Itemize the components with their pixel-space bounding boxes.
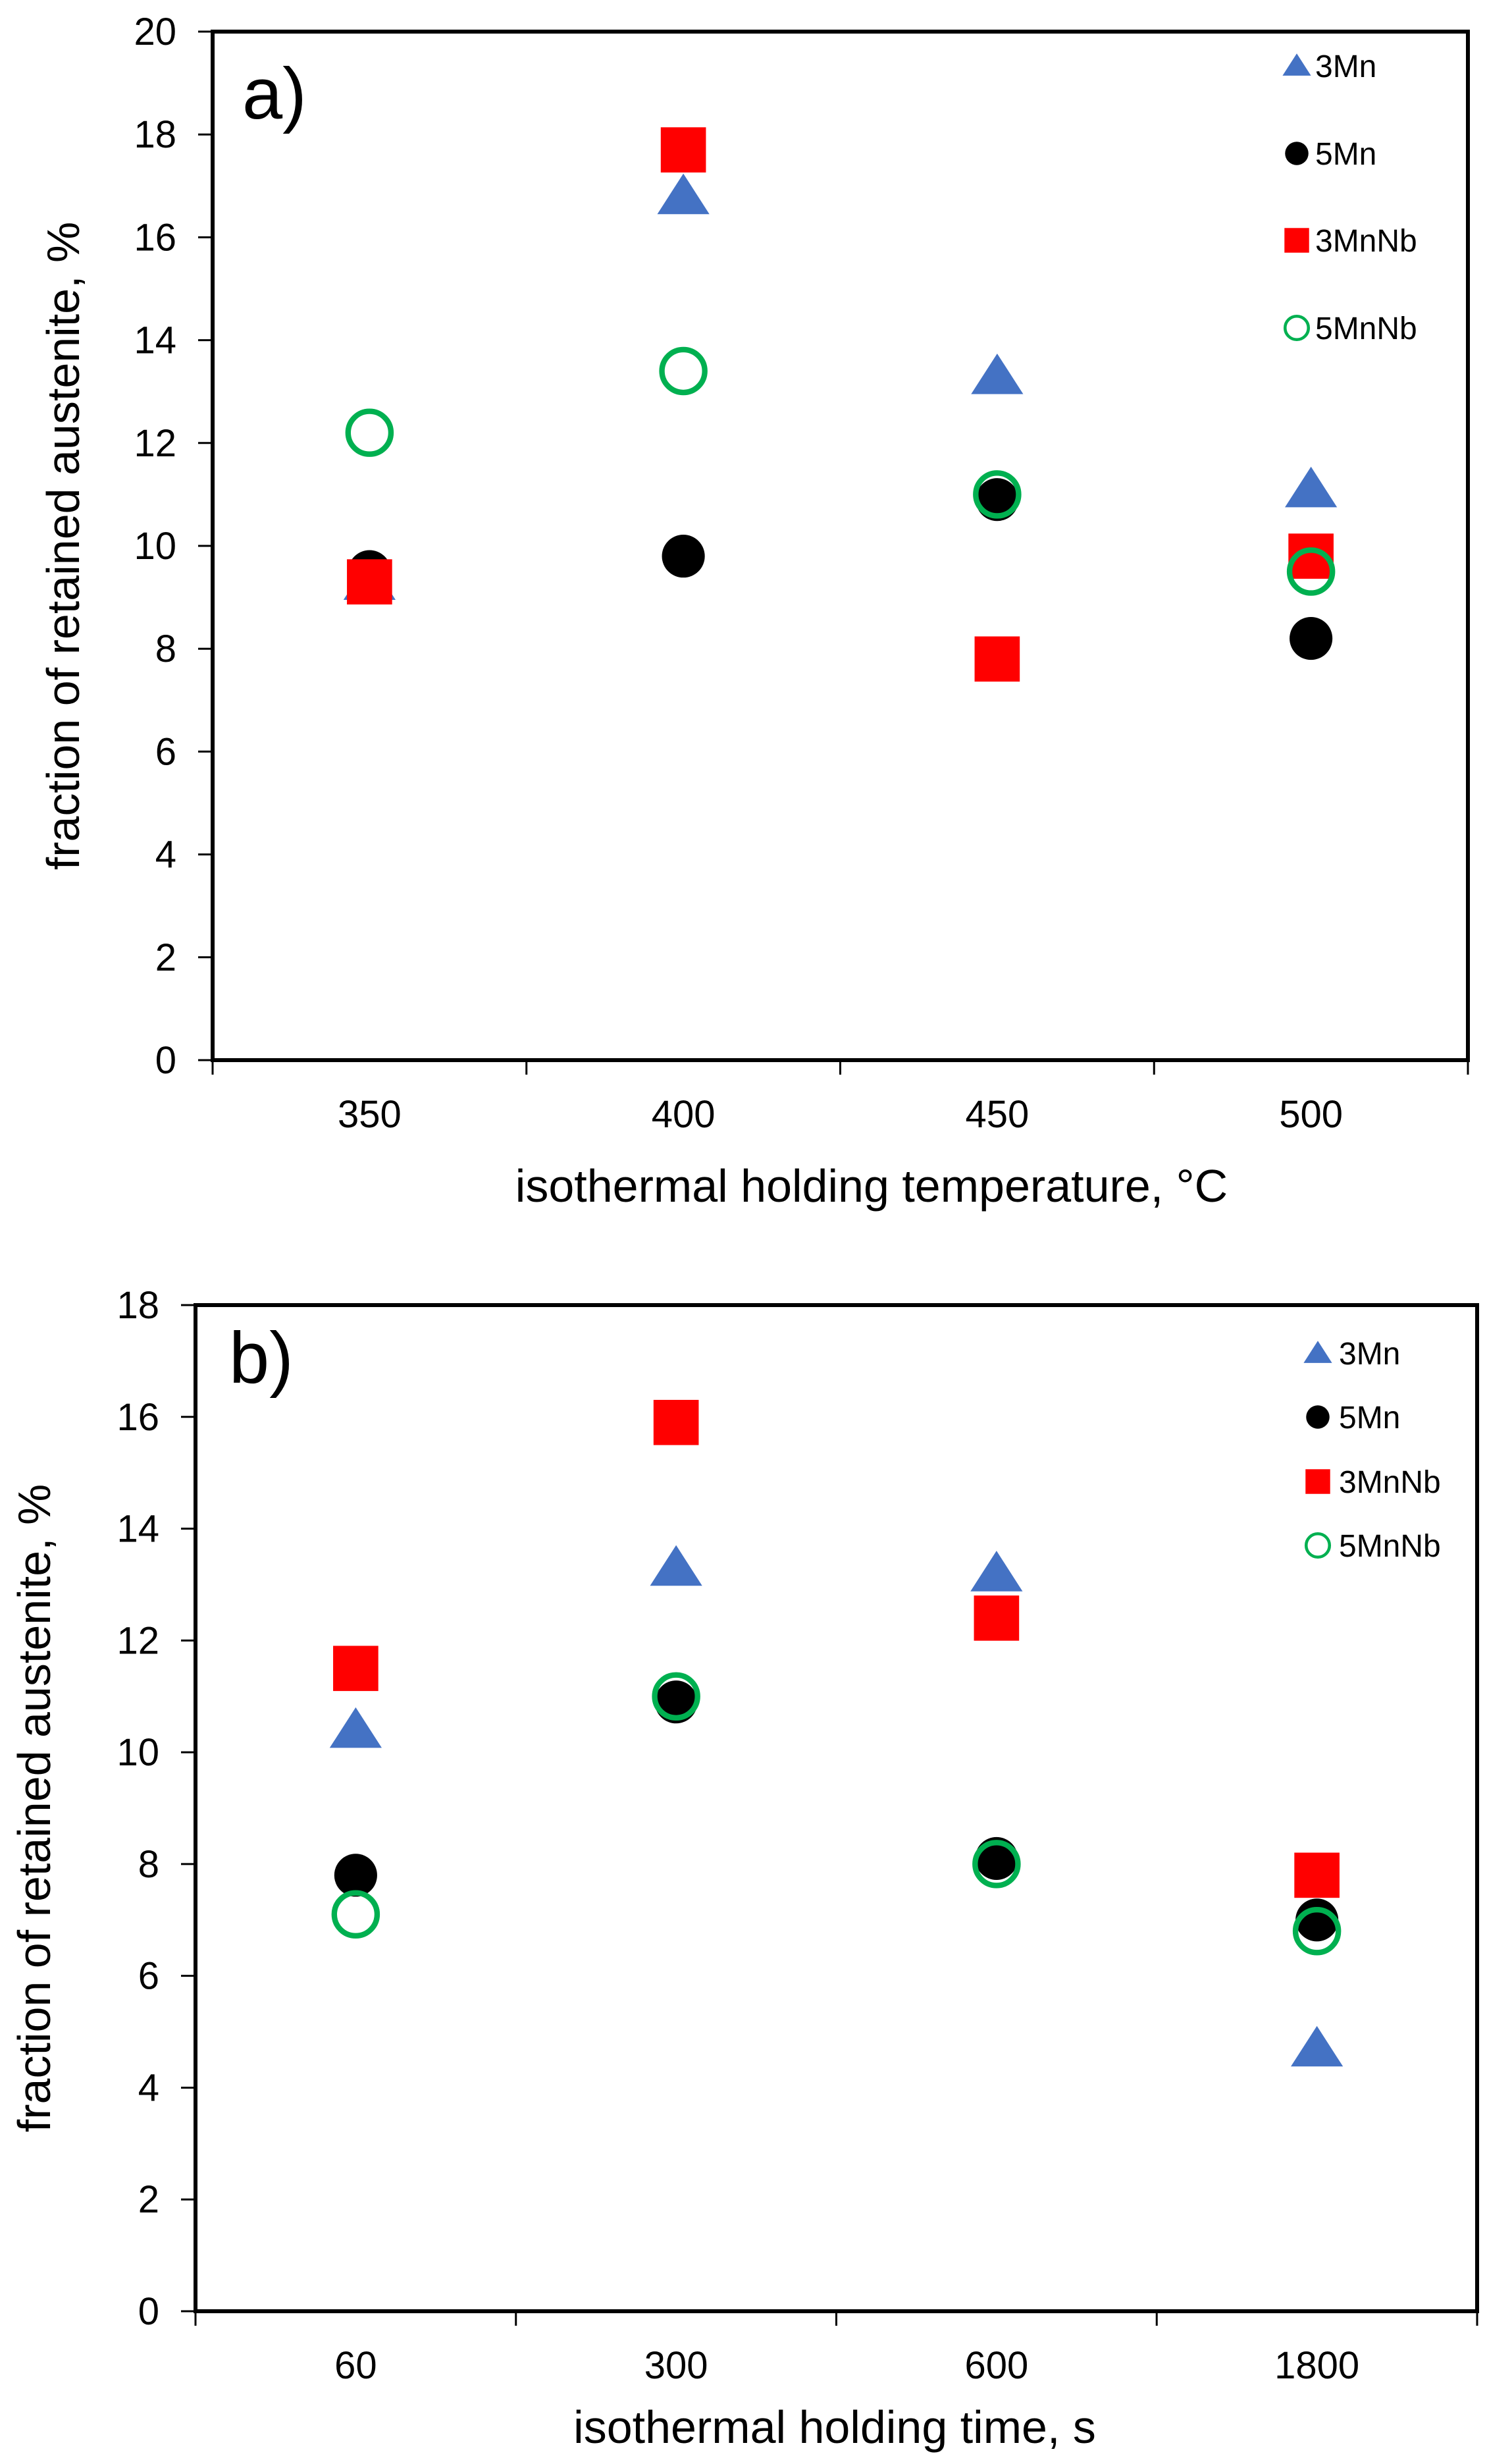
chart-a-x-tick-label: 400 — [652, 1093, 716, 1136]
chart-a-point-3mn — [657, 173, 710, 215]
chart-b-plot-area — [194, 1303, 1479, 2313]
chart-a-y-tick-label: 18 — [134, 113, 176, 156]
chart-a-y-tick-label: 10 — [134, 525, 176, 568]
chart-b-legend-label-5mnnb: 5MnNb — [1339, 1529, 1441, 1564]
chart-a-legend: 3Mn 5Mn 3MnNb 5MnNb — [1282, 49, 1417, 346]
chart-b-marks — [329, 1399, 1344, 2067]
chart-a-point-3mn — [1285, 466, 1338, 508]
chart-a: a) 0 2 4 6 8 10 12 14 16 18 20 350 400 450 500 isothe… — [38, 11, 1470, 1212]
chart-a-legend-label-3mnnb: 3MnNb — [1315, 224, 1417, 259]
chart-b-x-tick-label: 600 — [964, 2344, 1028, 2387]
chart-a-marks — [343, 127, 1338, 682]
chart-b-legend: 3Mn 5Mn 3MnNb 5MnNb — [1303, 1337, 1441, 1564]
chart-b-y-tick-label: 10 — [117, 1731, 159, 1774]
chart-a-plot-area — [211, 30, 1470, 1062]
chart-a-legend-label-3mn: 3Mn — [1315, 49, 1376, 84]
chart-a-point-5mnnb — [659, 346, 708, 396]
chart-b-legend-label-5mn: 5Mn — [1339, 1401, 1400, 1435]
chart-b-legend-marker-3mn — [1303, 1341, 1332, 1363]
chart-a-point-3mnnb — [347, 559, 392, 604]
chart-b-x-tick-label: 300 — [644, 2344, 708, 2387]
chart-b-y-axis-label: fraction of retained austenite, % — [9, 1484, 60, 2132]
chart-a-y-tick-label: 6 — [155, 730, 176, 773]
chart-b-y-tick-label: 18 — [117, 1284, 159, 1327]
chart-a-x-ticks: 350 400 450 500 — [211, 1060, 1469, 1136]
chart-a-y-tick-label: 12 — [134, 422, 176, 465]
chart-b-point-5mn — [1295, 1898, 1339, 1942]
chart-b-x-tick-label: 60 — [334, 2344, 377, 2387]
chart-a-y-ticks: 0 2 4 6 8 10 12 14 16 18 20 — [134, 11, 213, 1082]
chart-b-point-3mn — [650, 1545, 702, 1586]
chart-b-y-tick-label: 16 — [117, 1396, 159, 1439]
chart-a-point-5mnnb — [1286, 547, 1336, 596]
chart-b-y-tick-label: 14 — [117, 1508, 159, 1551]
chart-b-point-3mnnb — [1294, 1852, 1340, 1898]
chart-a-y-axis-label: fraction of retained austenite, % — [38, 222, 89, 870]
chart-a-legend-label-5mnnb: 5MnNb — [1315, 311, 1417, 346]
chart-a-panel-label: a) — [242, 53, 307, 134]
chart-a-point-3mn — [971, 353, 1024, 394]
chart-a-x-tick-label: 500 — [1279, 1093, 1343, 1136]
chart-a-legend-marker-5mn — [1285, 142, 1309, 165]
chart-a-legend-marker-3mnnb — [1284, 228, 1309, 253]
chart-b-x-axis-label: isothermal holding time, s — [573, 2401, 1096, 2453]
chart-b-point-5mnnb — [972, 1840, 1021, 1888]
chart-a-legend-label-5mn: 5Mn — [1315, 137, 1376, 172]
chart-a-legend-marker-3mn — [1282, 53, 1311, 76]
chart-a-point-5mnnb — [973, 470, 1022, 519]
chart-b-legend-marker-5mnnb — [1304, 1532, 1332, 1559]
chart-b: b) 0 2 4 6 8 10 12 14 16 18 60 300 600 1800 isotherm… — [9, 1284, 1479, 2453]
chart-b-y-tick-label: 0 — [138, 2290, 159, 2333]
chart-a-y-tick-label: 4 — [155, 834, 176, 876]
chart-b-y-tick-label: 4 — [138, 2066, 159, 2109]
chart-b-x-ticks: 60 300 600 1800 — [194, 2311, 1478, 2387]
chart-b-y-tick-label: 2 — [138, 2178, 159, 2221]
chart-a-x-axis-label: isothermal holding temperature, °C — [515, 1160, 1228, 1212]
chart-b-point-3mn — [329, 1707, 382, 1748]
chart-a-point-3mnnb — [660, 127, 706, 173]
chart-b-point-5mnnb — [652, 1672, 700, 1721]
chart-b-panel-label: b) — [229, 1318, 294, 1399]
chart-b-point-3mn — [970, 1551, 1023, 1592]
chart-b-point-3mn — [1291, 2025, 1344, 2067]
chart-a-y-tick-label: 0 — [155, 1039, 176, 1082]
chart-b-y-tick-label: 8 — [138, 1843, 159, 1886]
chart-b-point-3mnnb — [653, 1399, 699, 1445]
chart-a-point-5mnnb — [345, 408, 394, 457]
chart-a-x-tick-label: 450 — [965, 1093, 1029, 1136]
chart-a-legend-marker-5mnnb — [1283, 314, 1311, 342]
chart-b-y-ticks: 0 2 4 6 8 10 12 14 16 18 — [117, 1284, 196, 2333]
chart-b-y-tick-label: 12 — [117, 1619, 159, 1662]
chart-a-y-tick-label: 20 — [134, 11, 176, 53]
chart-a-x-tick-label: 350 — [338, 1093, 402, 1136]
chart-a-y-tick-label: 14 — [134, 319, 176, 362]
chart-a-point-5mn — [1290, 617, 1333, 660]
chart-b-y-tick-label: 6 — [138, 1955, 159, 1998]
chart-b-point-5mnnb — [331, 1890, 380, 1939]
chart-a-y-tick-label: 8 — [155, 628, 176, 670]
chart-b-legend-label-3mn: 3Mn — [1339, 1337, 1400, 1372]
chart-b-point-5mn — [334, 1854, 377, 1897]
chart-a-y-tick-label: 2 — [155, 936, 176, 979]
chart-b-legend-marker-5mn — [1306, 1405, 1330, 1429]
chart-b-legend-marker-3mnnb — [1305, 1469, 1330, 1494]
chart-b-point-3mnnb — [974, 1595, 1020, 1641]
chart-b-x-tick-label: 1800 — [1274, 2344, 1359, 2387]
chart-a-y-tick-label: 16 — [134, 216, 176, 259]
chart-a-point-3mnnb — [974, 636, 1020, 682]
chart-b-point-3mnnb — [333, 1646, 378, 1692]
chart-b-legend-label-3mnnb: 3MnNb — [1339, 1465, 1441, 1500]
chart-b-point-5mnnb — [1292, 1907, 1342, 1956]
chart-a-point-5mn — [662, 535, 705, 578]
